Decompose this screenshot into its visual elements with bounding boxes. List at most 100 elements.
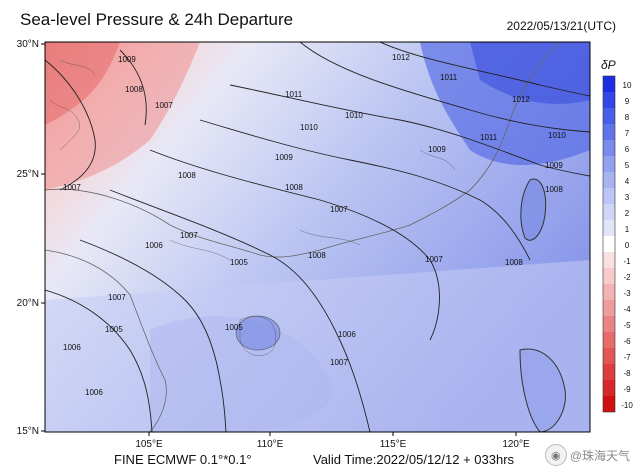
colorbar-tick: -7 — [623, 353, 631, 362]
colorbar-tick: 2 — [625, 209, 630, 218]
colorbar-swatch — [603, 268, 615, 284]
lon-label: 105°E — [135, 439, 163, 450]
colorbar-swatch — [603, 204, 615, 220]
isobar-label: 1007 — [330, 205, 348, 214]
isobar-label: 1010 — [300, 123, 318, 132]
colorbar-tick: 5 — [625, 161, 630, 170]
isobar-label: 1005 — [230, 258, 248, 267]
colorbar-tick: 4 — [625, 177, 630, 186]
isobar-label: 1011 — [480, 133, 498, 142]
colorbar-tick: -6 — [623, 337, 631, 346]
colorbar-swatch — [603, 124, 615, 140]
colorbar-swatch — [603, 236, 615, 252]
isobar-label: 1008 — [505, 258, 523, 267]
isobar-label: 1006 — [63, 343, 81, 352]
colorbar-tick: 7 — [625, 129, 630, 138]
isobar-label: 1007 — [155, 101, 173, 110]
watermark-text: @珠海天气 — [569, 448, 630, 463]
isobar-label: 1009 — [545, 161, 563, 170]
isobar-label: 1009 — [428, 145, 446, 154]
colorbar-swatch — [603, 284, 615, 300]
lat-label: 20°N — [17, 298, 39, 309]
isobar-label: 1008 — [285, 183, 303, 192]
colorbar-swatch — [603, 92, 615, 108]
isobar-labels: 1012 1012 1011 1011 1010 1010 1010 1011 … — [63, 53, 566, 397]
isobar-label: 1008 — [545, 185, 563, 194]
colorbar-swatch — [603, 380, 615, 396]
colorbar-tick: 0 — [625, 241, 630, 250]
lon-label: 110°E — [257, 439, 284, 450]
luzon-island — [519, 348, 566, 432]
taiwan-island — [520, 178, 547, 241]
colorbar-tick: -9 — [623, 385, 631, 394]
colorbar-swatch — [603, 140, 615, 156]
isobar-label: 1008 — [178, 171, 196, 180]
colorbar-swatch — [603, 348, 615, 364]
colorbar-tick: -1 — [623, 257, 631, 266]
lon-label: 115°E — [380, 439, 407, 450]
colorbar-border — [602, 75, 616, 413]
colorbar-swatch — [603, 396, 615, 412]
isobar-label: 1009 — [275, 153, 293, 162]
isobar-label: 1008 — [125, 85, 143, 94]
colorbar-tick: -3 — [623, 289, 631, 298]
isobar-label: 1005 — [225, 323, 243, 332]
isobar-label: 1006 — [338, 330, 356, 339]
colorbar-tick: 3 — [625, 193, 630, 202]
colorbar-title: δP — [601, 58, 616, 72]
map-frame — [44, 41, 591, 433]
colorbar-swatch — [603, 76, 615, 92]
lat-axis: 30°N 25°N 20°N 15°N — [17, 39, 45, 437]
colorbar-swatch — [603, 364, 615, 380]
isobar-label: 1012 — [512, 95, 530, 104]
isobar-label: 1007 — [180, 231, 198, 240]
isobar-label: 1006 — [85, 388, 103, 397]
isobar-label: 1007 — [108, 293, 126, 302]
lon-axis: 105°E 110°E 115°E 120°E — [135, 432, 530, 450]
model-info: FINE ECMWF 0.1°*0.1° — [114, 452, 252, 467]
indochina-coastline — [45, 249, 167, 432]
map-field — [45, 42, 590, 432]
isobar-label: 1010 — [345, 111, 363, 120]
isobar-label: 1008 — [308, 251, 326, 260]
colorbar-tick: -8 — [623, 369, 631, 378]
colorbar-swatch — [603, 188, 615, 204]
isobar-label: 1010 — [548, 131, 566, 140]
issue-timestamp: 2022/05/13/21(UTC) — [506, 19, 616, 33]
colorbar-tick: -10 — [621, 401, 633, 410]
lat-label: 15°N — [17, 426, 39, 437]
colorbar-swatch — [603, 300, 615, 316]
colorbar-swatch — [603, 252, 615, 268]
colorbar-tick: -2 — [623, 273, 631, 282]
colorbar-tick: -5 — [623, 321, 631, 330]
colorbar-swatch — [603, 220, 615, 236]
colorbar-tick: 10 — [623, 81, 632, 90]
watermark: ◉ @珠海天气 — [544, 444, 630, 466]
colorbar-tick: -4 — [623, 305, 631, 314]
isobar-label: 1011 — [285, 90, 303, 99]
lat-label: 30°N — [17, 39, 39, 50]
colorbar-tick: 6 — [625, 145, 630, 154]
colorbar-tick: 1 — [625, 225, 630, 234]
isobar-label: 1011 — [440, 73, 458, 82]
isobar-label: 1005 — [105, 325, 123, 334]
isobar-lines — [45, 42, 590, 432]
isobar-label: 1012 — [392, 53, 410, 62]
isobar-label: 1006 — [145, 241, 163, 250]
colorbar-swatch — [603, 316, 615, 332]
lon-label: 120°E — [502, 439, 530, 450]
isobar-label: 1007 — [63, 183, 81, 192]
hainan-island — [235, 315, 281, 351]
colorbar-tick: 8 — [625, 113, 630, 122]
weibo-icon: ◉ — [544, 444, 567, 466]
lat-label: 25°N — [17, 169, 39, 180]
colorbar-tick: 9 — [625, 97, 630, 106]
valid-time: Valid Time:2022/05/12/12 + 033hrs — [313, 452, 515, 467]
colorbar-swatch — [603, 172, 615, 188]
isobar-label: 1007 — [425, 255, 443, 264]
chart-title: Sea-level Pressure & 24h Departure — [20, 10, 294, 29]
colorbar-swatch — [603, 108, 615, 124]
isobar-label: 1009 — [118, 55, 136, 64]
